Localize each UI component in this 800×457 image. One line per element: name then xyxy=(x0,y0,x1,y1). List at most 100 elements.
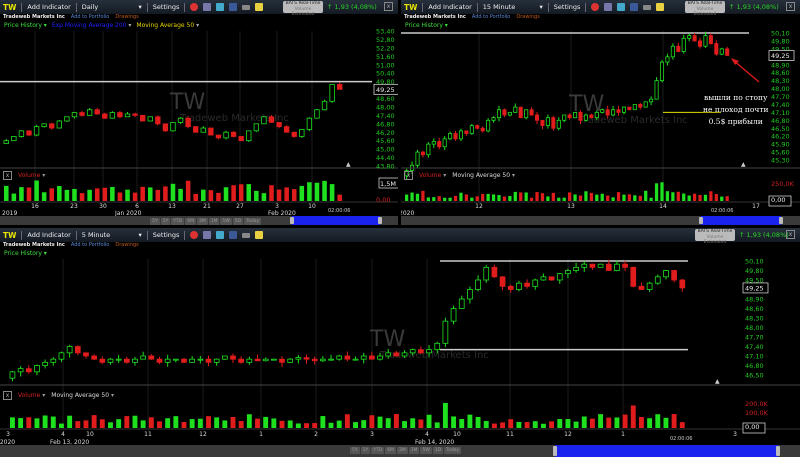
candlestick[interactable] xyxy=(491,264,498,278)
candlestick[interactable] xyxy=(306,117,313,132)
candlestick[interactable] xyxy=(442,317,449,348)
candlestick[interactable] xyxy=(246,130,252,143)
range-button[interactable]: 1D xyxy=(432,447,444,454)
candlestick[interactable] xyxy=(426,142,431,158)
candlestick[interactable] xyxy=(714,40,719,56)
candlestick[interactable] xyxy=(621,106,626,115)
range-button[interactable]: 3M xyxy=(196,218,208,225)
candlestick[interactable] xyxy=(221,355,228,360)
candlestick[interactable] xyxy=(409,348,416,356)
candlestick[interactable] xyxy=(132,112,138,118)
candlestick[interactable] xyxy=(208,127,214,136)
range-button[interactable]: YTD xyxy=(171,218,185,225)
candlestick[interactable] xyxy=(99,356,106,365)
navigator[interactable] xyxy=(401,216,800,225)
candlestick[interactable] xyxy=(94,107,100,115)
candlestick[interactable] xyxy=(336,354,343,361)
symbol-label[interactable]: TW xyxy=(3,230,17,240)
candlestick[interactable] xyxy=(524,279,530,289)
drawings-link[interactable]: Drawings xyxy=(516,14,540,20)
candlestick[interactable] xyxy=(181,358,187,363)
symbol-label[interactable]: TW xyxy=(3,2,17,12)
settings-button[interactable]: Settings xyxy=(553,3,581,11)
candlestick[interactable] xyxy=(638,102,643,110)
scroll-marker-icon[interactable]: ▲ xyxy=(346,161,351,168)
candlestick[interactable] xyxy=(3,138,9,144)
candlestick[interactable] xyxy=(230,353,236,363)
candlestick[interactable] xyxy=(64,116,70,122)
add-to-portfolio-link[interactable]: Add to Portfolio xyxy=(70,242,110,248)
twitter-icon[interactable] xyxy=(617,3,626,11)
alarm-icon[interactable] xyxy=(190,3,199,11)
candlestick[interactable] xyxy=(450,305,457,325)
candlestick[interactable] xyxy=(276,121,282,129)
candlestick[interactable] xyxy=(524,109,529,120)
interval-select[interactable]: 15 Minute ▾ xyxy=(483,3,543,11)
candlestick[interactable] xyxy=(654,77,659,100)
candlestick[interactable] xyxy=(605,259,612,271)
candlestick[interactable] xyxy=(197,355,204,364)
candlestick[interactable] xyxy=(291,131,297,138)
range-button[interactable]: Today xyxy=(244,218,262,225)
candlestick[interactable] xyxy=(213,358,220,366)
candlestick[interactable] xyxy=(540,119,545,130)
candlestick[interactable] xyxy=(254,354,261,362)
candlestick[interactable] xyxy=(426,345,432,358)
candlestick[interactable] xyxy=(303,354,310,364)
candlestick[interactable] xyxy=(58,351,65,363)
close-icon[interactable]: x xyxy=(3,391,12,400)
candlestick[interactable] xyxy=(83,352,89,359)
close-icon[interactable]: x xyxy=(404,171,413,180)
candlestick[interactable] xyxy=(344,351,351,362)
facebook-icon[interactable] xyxy=(630,3,639,11)
range-button[interactable]: 1W xyxy=(220,218,232,225)
ema-200-menu[interactable]: Exp Moving Average 200 ▾ xyxy=(51,22,132,29)
candlestick[interactable] xyxy=(115,355,122,364)
candlestick[interactable] xyxy=(600,108,605,114)
candlestick[interactable] xyxy=(71,112,78,119)
candlestick[interactable] xyxy=(545,114,550,129)
candlestick[interactable] xyxy=(671,269,677,283)
candlestick[interactable] xyxy=(581,260,588,272)
candlestick[interactable] xyxy=(17,366,24,377)
candlestick[interactable] xyxy=(91,354,97,360)
facebook-icon[interactable] xyxy=(229,231,238,239)
candlestick[interactable] xyxy=(185,116,191,129)
candlestick[interactable] xyxy=(42,359,48,369)
candlestick[interactable] xyxy=(246,356,253,365)
candlestick[interactable] xyxy=(480,126,485,133)
candlestick[interactable] xyxy=(632,104,637,111)
candlestick[interactable] xyxy=(287,358,294,363)
add-indicator-button[interactable]: Add Indicator xyxy=(27,231,71,239)
candlestick[interactable] xyxy=(328,354,334,361)
candlestick[interactable] xyxy=(139,114,146,122)
candlestick[interactable] xyxy=(431,138,436,149)
close-icon[interactable]: x xyxy=(384,2,393,11)
candlestick[interactable] xyxy=(102,112,108,119)
candlestick[interactable] xyxy=(507,111,512,117)
range-button[interactable]: 1M xyxy=(408,447,420,454)
add-to-portfolio-link[interactable]: Add to Portfolio xyxy=(70,14,110,20)
realtime-badge[interactable]: BATS Real-Time Volume Estimated xyxy=(685,1,725,17)
candlestick[interactable] xyxy=(26,130,32,137)
candlestick[interactable] xyxy=(140,351,146,360)
range-button[interactable]: 6M xyxy=(385,447,396,454)
candlestick[interactable] xyxy=(329,84,335,103)
candlestick[interactable] xyxy=(611,106,616,117)
candlestick[interactable] xyxy=(697,37,703,49)
candlestick[interactable] xyxy=(117,111,123,119)
candlestick[interactable] xyxy=(583,113,588,122)
facebook-icon[interactable] xyxy=(229,3,238,11)
candlestick[interactable] xyxy=(230,130,237,138)
candlestick[interactable] xyxy=(654,274,661,285)
candlestick[interactable] xyxy=(369,351,375,360)
candlestick[interactable] xyxy=(11,136,17,142)
candlestick[interactable] xyxy=(155,115,161,126)
navigator-handle[interactable] xyxy=(290,217,294,224)
candlestick[interactable] xyxy=(458,128,463,142)
candlestick[interactable] xyxy=(663,270,669,280)
candlestick[interactable] xyxy=(649,96,654,106)
candlestick[interactable] xyxy=(385,348,392,359)
navigator-handle[interactable] xyxy=(699,217,703,224)
